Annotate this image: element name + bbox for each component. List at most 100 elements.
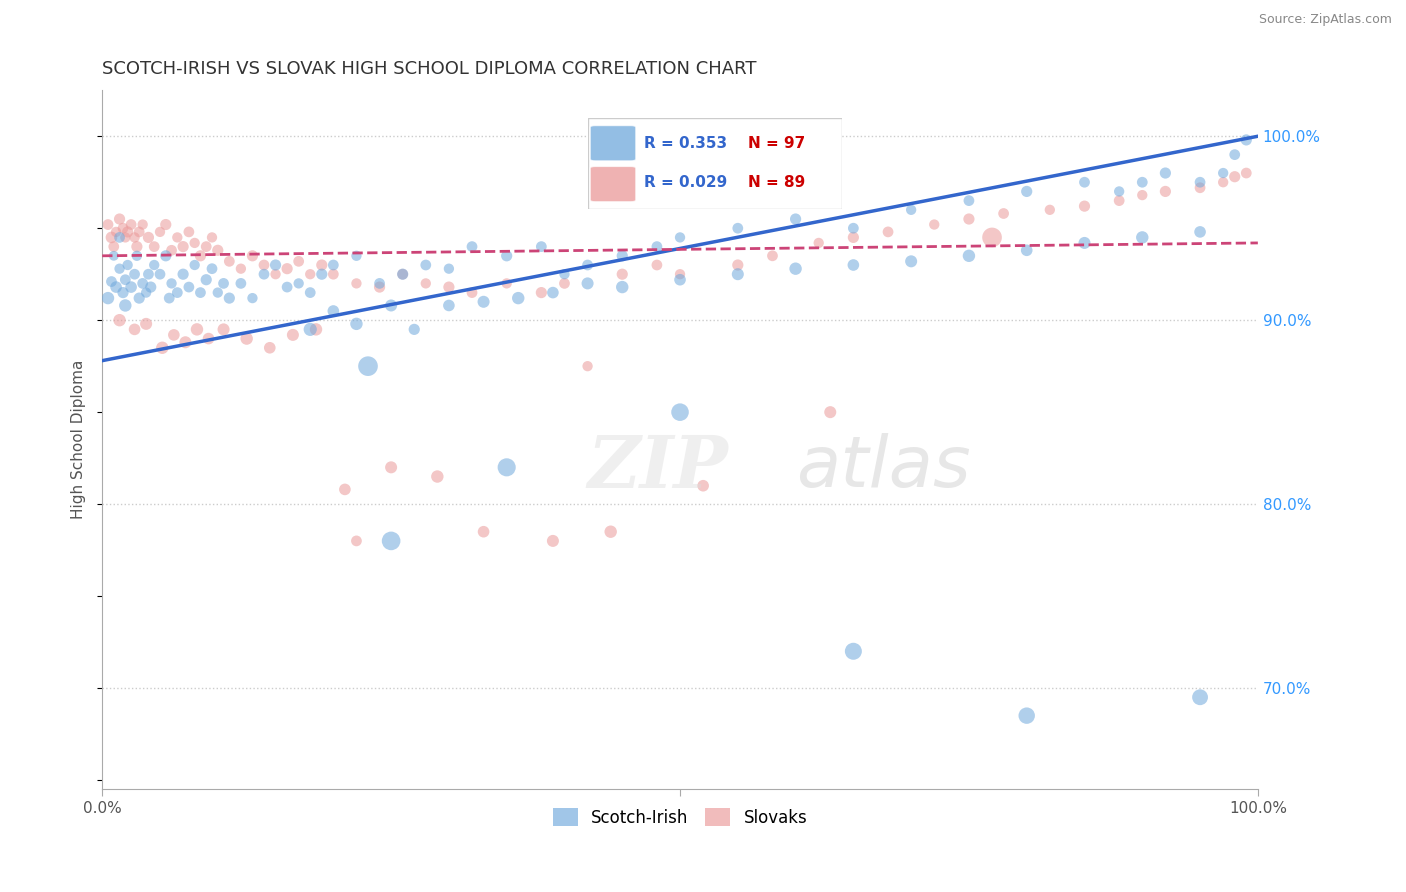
Point <box>259 341 281 355</box>
Point <box>669 405 692 419</box>
Point <box>1073 235 1095 250</box>
Point <box>212 277 235 291</box>
Point <box>508 291 530 305</box>
Point <box>612 249 634 263</box>
Point <box>1189 690 1212 705</box>
Point <box>426 469 449 483</box>
Point <box>150 341 173 355</box>
Point <box>612 280 634 294</box>
Point <box>957 212 980 227</box>
Point <box>299 322 322 336</box>
Point <box>645 258 668 272</box>
Point <box>124 230 146 244</box>
Point <box>981 230 1004 244</box>
Point <box>437 280 460 294</box>
Point <box>437 261 460 276</box>
Point <box>135 317 157 331</box>
Point <box>761 249 783 263</box>
Point <box>197 332 219 346</box>
Point <box>346 533 368 548</box>
Point <box>311 267 333 281</box>
Point <box>111 221 134 235</box>
Point <box>380 298 402 312</box>
Point <box>100 275 122 289</box>
Point <box>415 258 437 272</box>
Point <box>124 322 146 336</box>
Point <box>311 258 333 272</box>
Point <box>322 258 344 272</box>
Point <box>346 249 368 263</box>
Point <box>576 258 599 272</box>
Point <box>114 273 136 287</box>
Point <box>299 285 322 300</box>
Point <box>842 644 865 658</box>
Point <box>125 249 148 263</box>
Point <box>207 244 229 258</box>
Point <box>149 225 172 239</box>
Point <box>1223 169 1246 184</box>
Point <box>299 267 322 281</box>
Point <box>201 261 224 276</box>
Point <box>842 221 865 235</box>
Point <box>368 280 391 294</box>
Point <box>163 327 186 342</box>
Point <box>114 230 136 244</box>
Point <box>727 258 749 272</box>
Point <box>957 249 980 263</box>
Point <box>103 249 125 263</box>
Point <box>105 225 128 239</box>
Point <box>612 267 634 281</box>
Point <box>346 277 368 291</box>
Point <box>229 261 252 276</box>
Point <box>472 524 495 539</box>
Point <box>1154 166 1177 180</box>
Point <box>495 460 517 475</box>
Point <box>807 235 830 250</box>
Point <box>645 239 668 253</box>
Point <box>553 277 575 291</box>
Point <box>190 285 212 300</box>
Point <box>1212 175 1234 189</box>
Point <box>380 533 402 548</box>
Point <box>922 218 945 232</box>
Point <box>1130 188 1153 202</box>
Point <box>900 202 922 217</box>
Point <box>576 277 599 291</box>
Point <box>111 285 134 300</box>
Point <box>820 405 842 419</box>
Point <box>120 280 142 294</box>
Point <box>207 285 229 300</box>
Point <box>1130 175 1153 189</box>
Point <box>190 249 212 263</box>
Point <box>143 239 166 253</box>
Point <box>108 313 131 327</box>
Point <box>576 359 599 374</box>
Point <box>391 267 413 281</box>
Point <box>195 273 218 287</box>
Point <box>218 254 240 268</box>
Point <box>174 335 197 350</box>
Point <box>264 267 287 281</box>
Point <box>785 261 807 276</box>
Point <box>437 298 460 312</box>
Point <box>553 267 575 281</box>
Point <box>160 277 183 291</box>
Point <box>785 212 807 227</box>
Point <box>172 239 194 253</box>
Point <box>380 460 402 475</box>
Point <box>842 230 865 244</box>
Point <box>461 285 484 300</box>
Point <box>322 304 344 318</box>
Point <box>1108 185 1130 199</box>
Point <box>166 285 188 300</box>
Point <box>541 533 564 548</box>
Point <box>183 258 205 272</box>
Point <box>229 277 252 291</box>
Text: SCOTCH-IRISH VS SLOVAK HIGH SCHOOL DIPLOMA CORRELATION CHART: SCOTCH-IRISH VS SLOVAK HIGH SCHOOL DIPLO… <box>103 60 756 78</box>
Point <box>1189 180 1212 194</box>
Point <box>131 277 153 291</box>
Point <box>842 258 865 272</box>
Point <box>172 267 194 281</box>
Point <box>599 524 621 539</box>
Point <box>139 280 162 294</box>
